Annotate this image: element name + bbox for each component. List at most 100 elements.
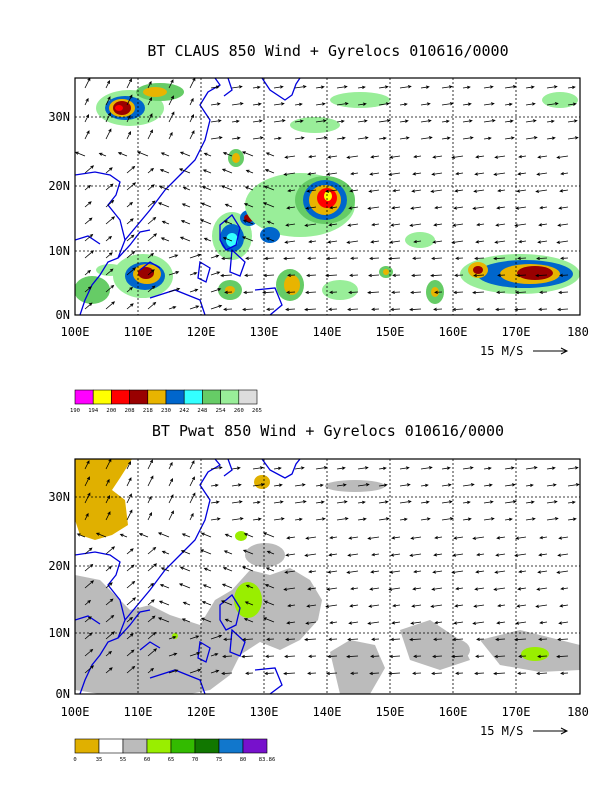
wind-vector [546, 85, 558, 89]
colorbar-label: 60 [144, 757, 151, 763]
wind-vector [168, 669, 179, 674]
wind-vector [558, 621, 569, 625]
wind-vector [266, 637, 275, 641]
wind-vector [105, 167, 113, 174]
wind-vector [391, 206, 401, 210]
wind-vector [350, 256, 359, 260]
wind-vector [559, 273, 569, 278]
wind-vector [546, 136, 556, 140]
wind-vector [433, 637, 443, 642]
wind-vector [283, 172, 296, 176]
wind-vector [474, 587, 485, 591]
wind-vector [329, 206, 338, 210]
wind-vector [84, 217, 93, 225]
wind-vector [283, 671, 296, 676]
wind-vector [147, 301, 157, 310]
wind-vector [117, 152, 128, 157]
wind-vector [220, 600, 233, 606]
colorbar-swatch [220, 389, 240, 405]
wind-vector [327, 570, 338, 574]
wind-vector [546, 119, 555, 123]
x-tick: 160E [439, 705, 468, 719]
wind-vector [412, 256, 422, 261]
wind-vector [84, 165, 95, 174]
wind-vector [147, 631, 157, 640]
wind-vector [307, 587, 317, 591]
wind-vector [126, 477, 132, 487]
wind-vector [346, 240, 359, 244]
wind-vector [411, 604, 422, 608]
wind-vector [221, 583, 233, 589]
wind-vector [147, 648, 158, 657]
wind-vector [432, 654, 443, 659]
wind-vector [315, 102, 326, 106]
wind-vector [210, 500, 220, 504]
colorbar-swatch [170, 738, 196, 754]
wind-vector [433, 307, 443, 312]
wind-vector [304, 223, 317, 227]
claus-y-ticks: 0N 10N 20N 30N [48, 110, 70, 322]
wind-vector [420, 119, 432, 123]
wind-vector [560, 172, 569, 176]
colorbar-label: 35 [96, 757, 103, 763]
wind-vector [369, 256, 380, 261]
wind-vector [518, 155, 527, 159]
wind-vector [200, 617, 212, 623]
claus-ref-vector-arrow [533, 347, 569, 355]
wind-vector [431, 256, 443, 261]
pwat-gridlines [75, 459, 580, 694]
wind-vector [159, 584, 170, 589]
wind-vector [126, 234, 135, 242]
wind-vector [476, 223, 485, 227]
wind-vector [210, 102, 221, 106]
wind-vector [182, 601, 191, 606]
wind-vector [157, 532, 170, 538]
wind-vector [105, 511, 111, 521]
wind-vector [199, 219, 212, 225]
wind-vector [516, 604, 527, 608]
wind-vector [452, 553, 464, 557]
wind-vector [368, 189, 380, 193]
wind-vector [559, 189, 569, 193]
wind-vector [273, 85, 284, 89]
wind-vector [286, 621, 296, 625]
wind-vector [433, 223, 443, 227]
wind-vector [413, 240, 422, 244]
colorbar-label: 265 [252, 408, 262, 414]
wind-vector [210, 634, 223, 640]
pwat-ref-vector-arrow [533, 727, 569, 735]
wind-vector [105, 199, 115, 208]
wind-vector [189, 668, 202, 674]
wind-vector [263, 600, 275, 606]
y-tick: 20N [48, 559, 70, 573]
wind-vector [294, 517, 303, 521]
wind-vector [536, 172, 548, 176]
wind-vector [168, 79, 174, 89]
wind-vector [264, 584, 275, 589]
wind-vector [537, 155, 548, 159]
wind-vector [294, 119, 304, 123]
wind-vector [231, 85, 243, 89]
wind-vector [483, 517, 495, 521]
wind-vector [336, 483, 347, 487]
wind-vector [357, 136, 369, 140]
wind-vector [147, 184, 155, 191]
wind-vector [497, 189, 506, 193]
wind-vector [221, 168, 233, 174]
pwat-ref-vector-label: 15 M/S [480, 724, 523, 738]
wind-vector [126, 94, 133, 106]
wind-vector [347, 637, 359, 642]
wind-vector [243, 533, 254, 538]
wind-vector [252, 483, 265, 487]
x-tick: 180 [567, 325, 589, 339]
wind-vector [160, 152, 170, 157]
wind-vector [515, 621, 527, 625]
wind-vector [105, 546, 116, 555]
wind-vector [392, 273, 401, 277]
wind-vector [231, 500, 243, 504]
wind-vector [242, 307, 254, 312]
wind-vector [84, 97, 89, 106]
wind-vector [388, 587, 401, 591]
wind-vector [349, 273, 359, 278]
wind-vector [413, 155, 422, 159]
